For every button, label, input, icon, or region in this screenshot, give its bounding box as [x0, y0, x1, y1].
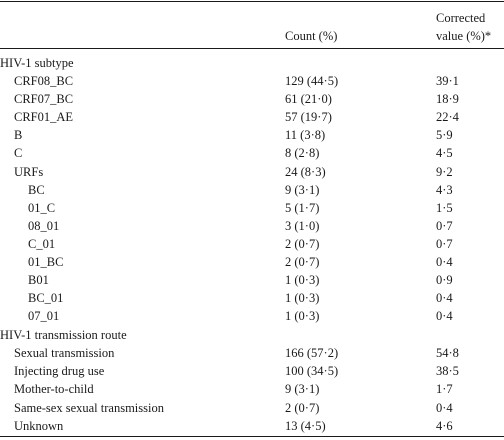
- table-row-label: BC_01: [28, 291, 64, 306]
- table-row-count: 8 (2·8): [285, 146, 320, 161]
- table-row-corrected: 18·9: [436, 92, 459, 107]
- table-row-label: B: [14, 128, 23, 143]
- table-row-label: BC: [28, 182, 45, 197]
- table-row-label: C_01: [28, 236, 56, 251]
- table-row-corrected: 0·4: [436, 309, 453, 324]
- bottom-rule: [0, 436, 504, 437]
- table-row-label: Injecting drug use: [14, 364, 105, 379]
- table-row-count: 57 (19·7): [285, 110, 332, 125]
- table-row-count: 100 (34·5): [285, 364, 339, 379]
- table-row-corrected: 0·4: [436, 400, 453, 415]
- top-rule: [0, 1, 504, 2]
- table-row-count: 1 (0·3): [285, 291, 320, 306]
- table-row-corrected: 9·2: [436, 164, 453, 179]
- table-row-count: 5 (1·7): [285, 200, 320, 215]
- table-row-count: 129 (44·5): [285, 74, 339, 88]
- table-row-count: 13 (4·5): [285, 418, 326, 433]
- table-row-label: 01_C: [28, 200, 56, 215]
- header-count: Count (%): [285, 29, 338, 43]
- table-row-count: 2 (0·7): [285, 236, 320, 251]
- table-row-corrected: 4·5: [436, 146, 453, 161]
- table-row-corrected: 1·7: [436, 382, 453, 397]
- table-row-corrected: 39·1: [436, 74, 459, 88]
- table-row-label: Sexual transmission: [14, 346, 115, 360]
- table-row-corrected: 0·7: [436, 218, 453, 233]
- table-row-label: CRF07_BC: [14, 92, 74, 107]
- section-title-route: HIV-1 transmission route: [0, 328, 127, 342]
- table-row-corrected: 54·8: [436, 346, 459, 360]
- table-row-count: 1 (0·3): [285, 273, 320, 288]
- table-row-count: 11 (3·8): [285, 128, 326, 143]
- table-row-count: 166 (57·2): [285, 346, 339, 360]
- header-corrected-line1: Corrected: [436, 11, 486, 25]
- table-row-corrected: 22·4: [436, 110, 459, 125]
- table-row-count: 24 (8·3): [285, 164, 326, 179]
- table-row-corrected: 4·3: [436, 182, 453, 197]
- table-row-corrected: 0·4: [436, 291, 453, 306]
- table-row-label: B01: [28, 273, 49, 288]
- table-row-count: 61 (21·0): [285, 92, 332, 107]
- table-row-corrected: 0·7: [436, 236, 453, 251]
- section-title-subtype: HIV-1 subtype: [0, 56, 74, 70]
- table-row-label: CRF08_BC: [14, 74, 74, 88]
- table-row-label: CRF01_AE: [14, 110, 74, 125]
- table-row-count: 2 (0·7): [285, 400, 320, 415]
- table-row-label: URFs: [14, 164, 44, 179]
- table-row-corrected: 4·6: [436, 418, 453, 433]
- table-row-count: 1 (0·3): [285, 309, 320, 324]
- table-row-label: 07_01: [28, 309, 60, 324]
- table-row-count: 9 (3·1): [285, 182, 320, 197]
- header-rule: [0, 48, 504, 49]
- table-row-label: 01_BC: [28, 255, 64, 269]
- table-row-count: 9 (3·1): [285, 382, 320, 397]
- table-row-label: 08_01: [28, 218, 60, 233]
- table-row-corrected: 38·5: [436, 364, 459, 379]
- header-corrected-line2: value (%)*: [436, 29, 492, 43]
- table-row-corrected: 0·4: [436, 255, 453, 269]
- table-row-label: Same-sex sexual transmission: [14, 400, 164, 415]
- table-row-corrected: 0·9: [436, 273, 453, 288]
- table-row-corrected: 1·5: [436, 200, 453, 215]
- table-row-label: Unknown: [14, 418, 64, 433]
- table-row-count: 2 (0·7): [285, 255, 320, 269]
- table-row-label: Mother-to-child: [14, 382, 94, 397]
- table-row-label: C: [14, 146, 23, 161]
- table-row-count: 3 (1·0): [285, 218, 320, 233]
- table-row-corrected: 5·9: [436, 128, 453, 143]
